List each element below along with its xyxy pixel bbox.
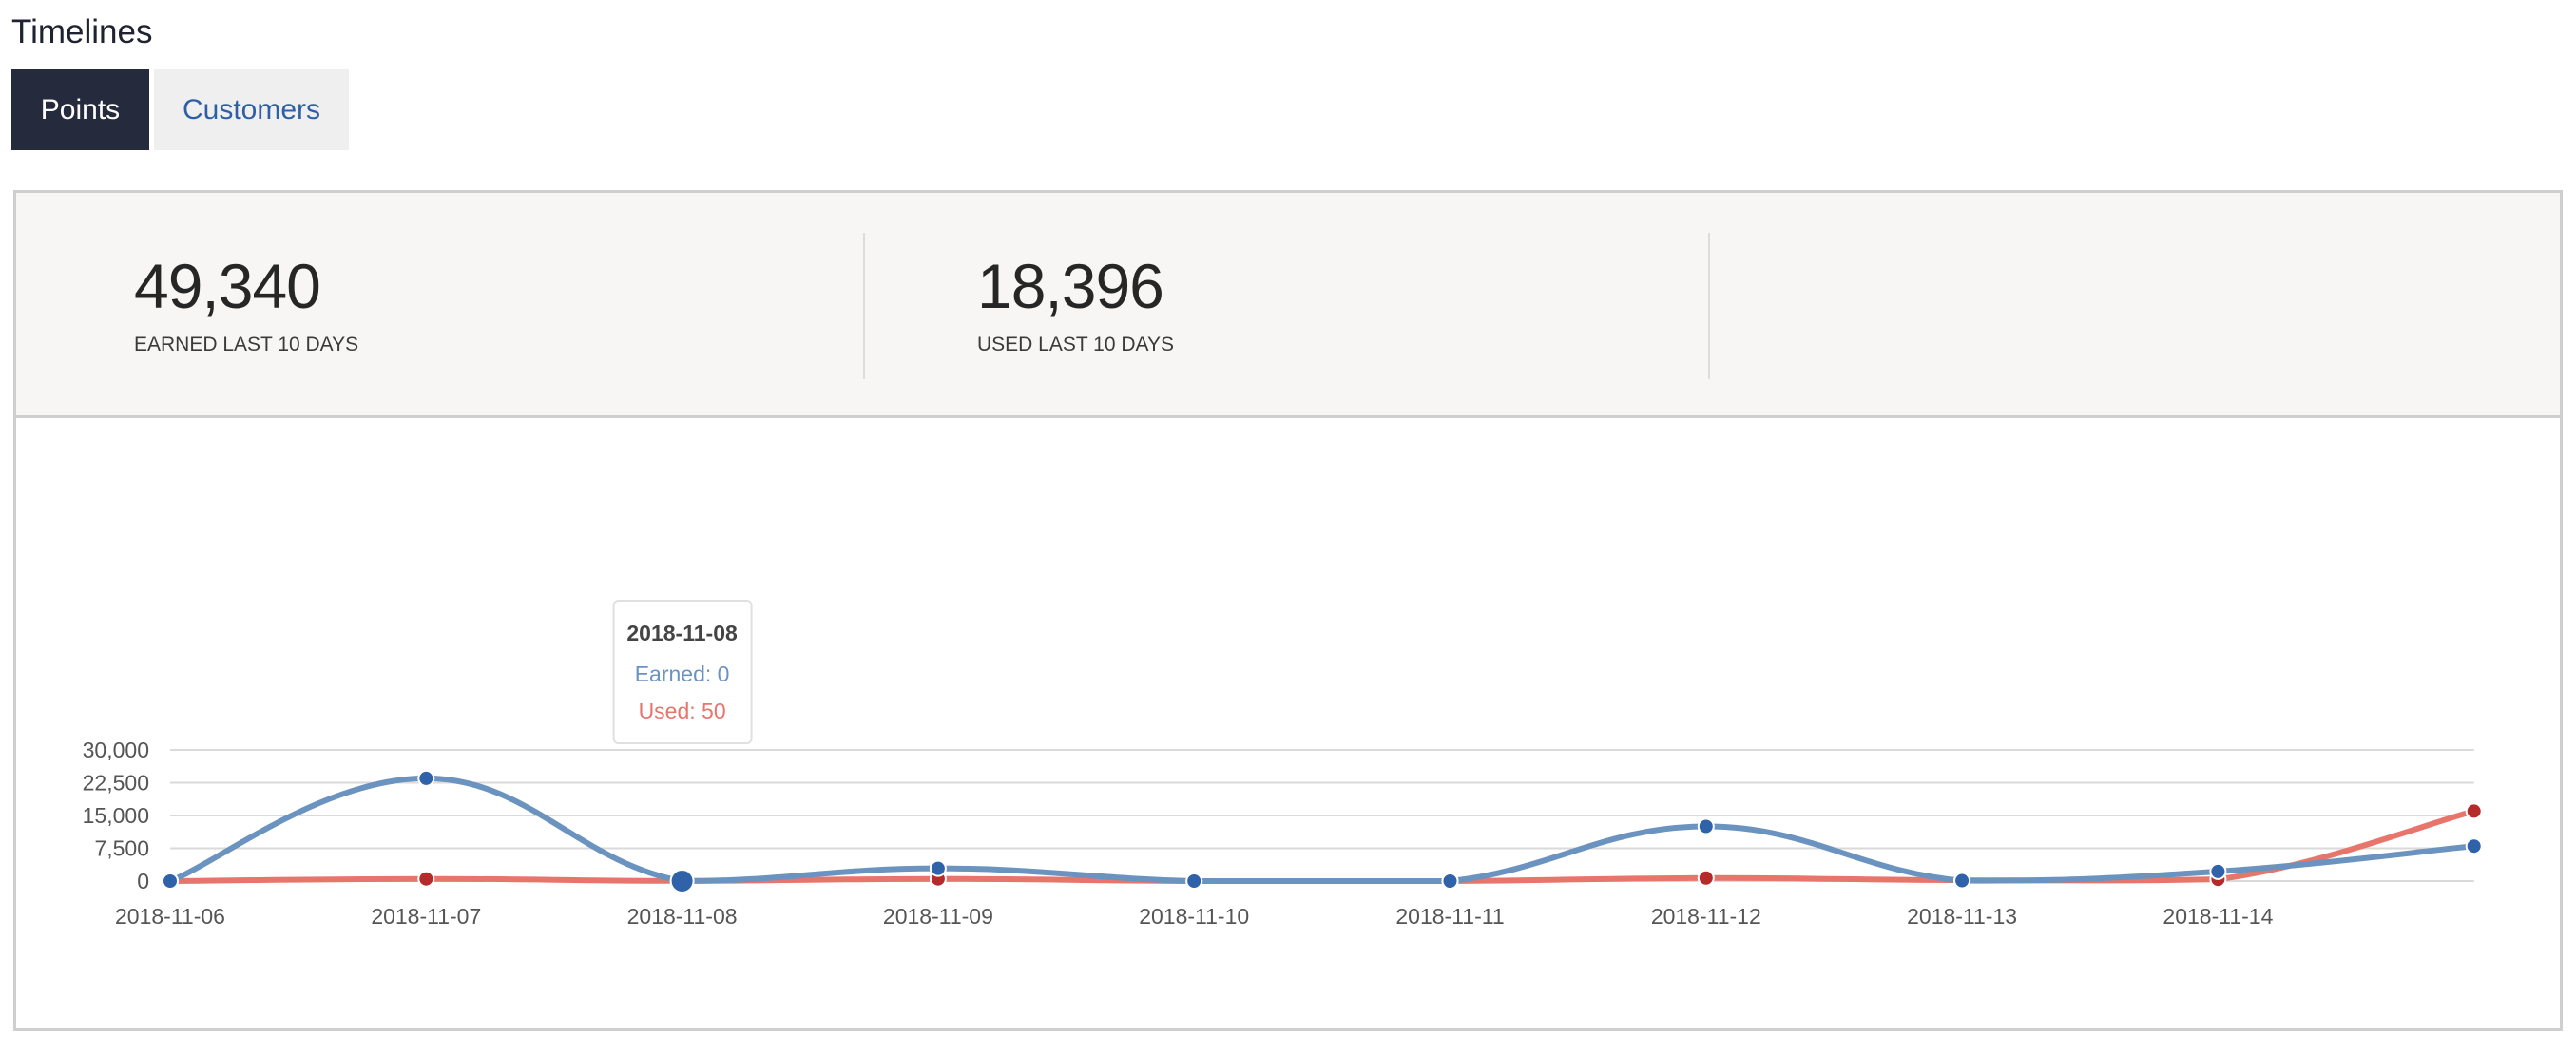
stats-bar: 49,340 EARNED LAST 10 DAYS 18,396 USED L… <box>16 193 2560 418</box>
x-tick-label: 2018-11-11 <box>1395 904 1504 929</box>
tab-customers[interactable]: Customers <box>154 69 349 150</box>
x-tick-label: 2018-11-09 <box>883 904 993 929</box>
used-label: USED LAST 10 DAYS <box>977 334 1174 355</box>
x-tick-label: 2018-11-08 <box>627 904 738 929</box>
y-tick-label: 15,000 <box>83 803 149 828</box>
used-point[interactable] <box>1697 869 1715 887</box>
x-tick-label: 2018-11-06 <box>115 904 225 929</box>
tooltip-used: Used: 50 <box>639 699 726 723</box>
earned-point[interactable] <box>1953 872 1971 890</box>
earned-point[interactable] <box>929 859 947 877</box>
stat-divider <box>863 233 865 379</box>
earned-point[interactable] <box>2209 862 2227 880</box>
tab-points[interactable]: Points <box>11 69 149 150</box>
page-title: Timelines <box>11 13 153 50</box>
earned-point[interactable] <box>1697 817 1715 835</box>
tooltip-earned: Earned: 0 <box>635 662 730 686</box>
earned-point[interactable] <box>417 769 435 787</box>
earned-point[interactable] <box>669 869 695 893</box>
y-tick-label: 30,000 <box>83 738 149 762</box>
tab-bar: Points Customers <box>11 69 349 150</box>
tooltip-title: 2018-11-08 <box>626 621 738 645</box>
y-tick-label: 22,500 <box>83 771 149 796</box>
used-point[interactable] <box>2465 802 2483 820</box>
used-value: 18,396 <box>977 251 1164 321</box>
x-tick-label: 2018-11-07 <box>371 904 481 929</box>
points-timeline-chart: 0 7,500 15,000 22,500 30,000 2018-11-06 2018-… <box>83 600 2483 929</box>
x-tick-label: 2018-11-14 <box>2163 904 2273 929</box>
earned-label: EARNED LAST 10 DAYS <box>134 334 359 355</box>
earned-point[interactable] <box>2465 837 2483 855</box>
stat-divider <box>1708 233 1710 379</box>
used-point[interactable] <box>417 870 435 888</box>
earned-value: 49,340 <box>134 251 321 321</box>
earned-point[interactable] <box>1185 873 1203 890</box>
chart-tooltip: 2018-11-08 Earned: 0 Used: 50 <box>612 600 753 744</box>
y-tick-label: 0 <box>137 869 149 893</box>
x-tick-label: 2018-11-10 <box>1139 904 1249 929</box>
earned-point[interactable] <box>1441 873 1459 890</box>
earned-series-line <box>168 775 2474 885</box>
tooltip-box <box>612 600 753 744</box>
timeline-panel: 49,340 EARNED LAST 10 DAYS 18,396 USED L… <box>13 190 2563 1031</box>
used-series-line <box>169 808 2475 884</box>
y-tick-label: 7,500 <box>94 836 149 861</box>
x-tick-label: 2018-11-12 <box>1651 904 1761 929</box>
earned-point[interactable] <box>162 873 179 890</box>
x-tick-label: 2018-11-13 <box>1907 904 2017 929</box>
